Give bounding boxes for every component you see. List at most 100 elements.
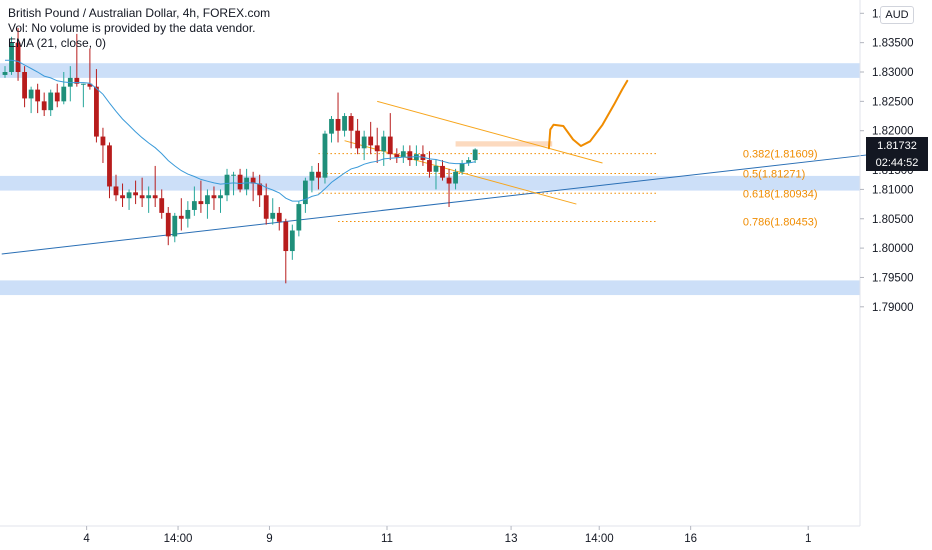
candle-body — [185, 209, 191, 219]
candle-body — [48, 92, 54, 111]
currency-badge[interactable]: AUD — [880, 6, 914, 24]
candle-body — [152, 195, 158, 199]
candle-body — [394, 154, 400, 158]
time-tick-label: 14:00 — [585, 533, 614, 545]
candle-body — [257, 183, 263, 196]
candle-body — [87, 83, 93, 87]
candle-body — [446, 177, 452, 184]
candle-body — [198, 201, 204, 205]
time-tick-label: 1 — [805, 533, 811, 545]
candle-body — [2, 72, 8, 75]
candle-body — [453, 171, 458, 184]
candle-body — [113, 186, 119, 196]
price-tick-label: 1.82000 — [872, 126, 914, 138]
candle-body — [413, 154, 419, 161]
candle-body — [355, 130, 361, 149]
candle-body — [172, 215, 178, 237]
last-price-label: 1.81732 — [866, 137, 928, 156]
ema-indicator-label[interactable]: EMA (21, close, 0) — [8, 36, 107, 50]
candle-body — [342, 116, 347, 131]
candle-body — [80, 83, 86, 85]
candle-body — [283, 221, 289, 252]
candle-body — [15, 42, 21, 73]
ema-line — [5, 59, 476, 202]
candle-body — [22, 72, 27, 99]
candle-body — [466, 160, 472, 163]
candle-body — [335, 118, 341, 131]
candle-body — [361, 136, 367, 149]
chart-legend: British Pound / Australian Dollar, 4h, F… — [8, 6, 270, 51]
candle-body — [427, 160, 432, 172]
price-tick-label: 1.83000 — [872, 67, 914, 79]
candle-body — [224, 174, 230, 196]
support-resistance-zones — [0, 63, 860, 296]
price-tick-label: 1.82500 — [872, 96, 914, 108]
candle-body — [9, 42, 14, 73]
candle-body — [237, 174, 243, 190]
candle-body — [440, 165, 445, 178]
candle-body — [35, 89, 41, 102]
candlesticks — [2, 27, 478, 284]
candle-body — [433, 165, 439, 172]
candle-body — [387, 136, 393, 155]
candle-body — [120, 195, 125, 199]
candle-body — [126, 192, 132, 199]
candle-body — [74, 77, 80, 84]
time-tick-label: 13 — [505, 533, 518, 545]
candle-body — [472, 149, 478, 161]
candle-body — [28, 89, 34, 99]
candle-body — [316, 171, 321, 178]
fibonacci-retracement: 0.382(1.81609) 0.5(1.81271) 0.618(1.80934)… — [318, 149, 818, 229]
candle-body — [322, 133, 328, 178]
fib-level-label: 0.382(1.81609) — [743, 149, 818, 161]
channel-upper-line — [377, 100, 603, 164]
resistance-zone — [455, 141, 553, 147]
support-zone-0 — [0, 63, 860, 78]
candle-body — [302, 180, 308, 205]
candle-body — [159, 198, 165, 213]
candle-body — [165, 212, 171, 237]
candle-body — [61, 86, 67, 102]
candle-body — [263, 195, 269, 219]
support-zone-1 — [0, 175, 860, 191]
price-axis[interactable]: 1.840001.835001.830001.825001.820001.810… — [859, 0, 914, 526]
ascending-trendline — [1, 153, 874, 255]
candle-body — [178, 215, 184, 219]
candle-body — [276, 212, 282, 222]
candle-body — [289, 230, 295, 252]
price-tick-label: 1.79000 — [872, 302, 914, 314]
time-tick-label: 16 — [684, 533, 697, 545]
price-tick-label: 1.81000 — [872, 184, 914, 196]
support-zone-2 — [0, 280, 860, 296]
candle-body — [41, 101, 47, 111]
candle-body — [270, 212, 276, 219]
candle-body — [400, 151, 406, 158]
candle-body — [146, 195, 152, 199]
time-tick-label: 4 — [83, 533, 90, 545]
candle-body — [309, 171, 315, 181]
projection-path — [547, 79, 629, 150]
candle-body — [139, 195, 145, 199]
time-tick-label: 9 — [266, 533, 272, 545]
candle-body — [94, 86, 99, 137]
candle-body — [107, 145, 112, 187]
candle-body — [368, 136, 374, 146]
trend-lines — [1, 79, 874, 255]
time-tick-label: 11 — [381, 533, 393, 545]
candle-body — [348, 116, 354, 131]
candle-body — [244, 177, 250, 190]
ema-21-line — [5, 59, 476, 202]
candle-body — [459, 162, 465, 172]
candle-body — [296, 204, 302, 231]
candle-body — [231, 174, 236, 176]
candle-body — [211, 195, 217, 199]
fib-level-label: 0.618(1.80934) — [743, 188, 818, 200]
fib-level-label: 0.786(1.80453) — [743, 217, 818, 229]
candle-body — [374, 145, 380, 152]
time-axis[interactable]: 4 14:00 9 11 13 14:00 16 1 — [0, 525, 860, 545]
price-tick-label: 1.80500 — [872, 214, 914, 226]
volume-note: Vol: No volume is provided by the data v… — [8, 21, 256, 35]
candle-body — [218, 195, 223, 199]
candle-body — [191, 201, 197, 210]
